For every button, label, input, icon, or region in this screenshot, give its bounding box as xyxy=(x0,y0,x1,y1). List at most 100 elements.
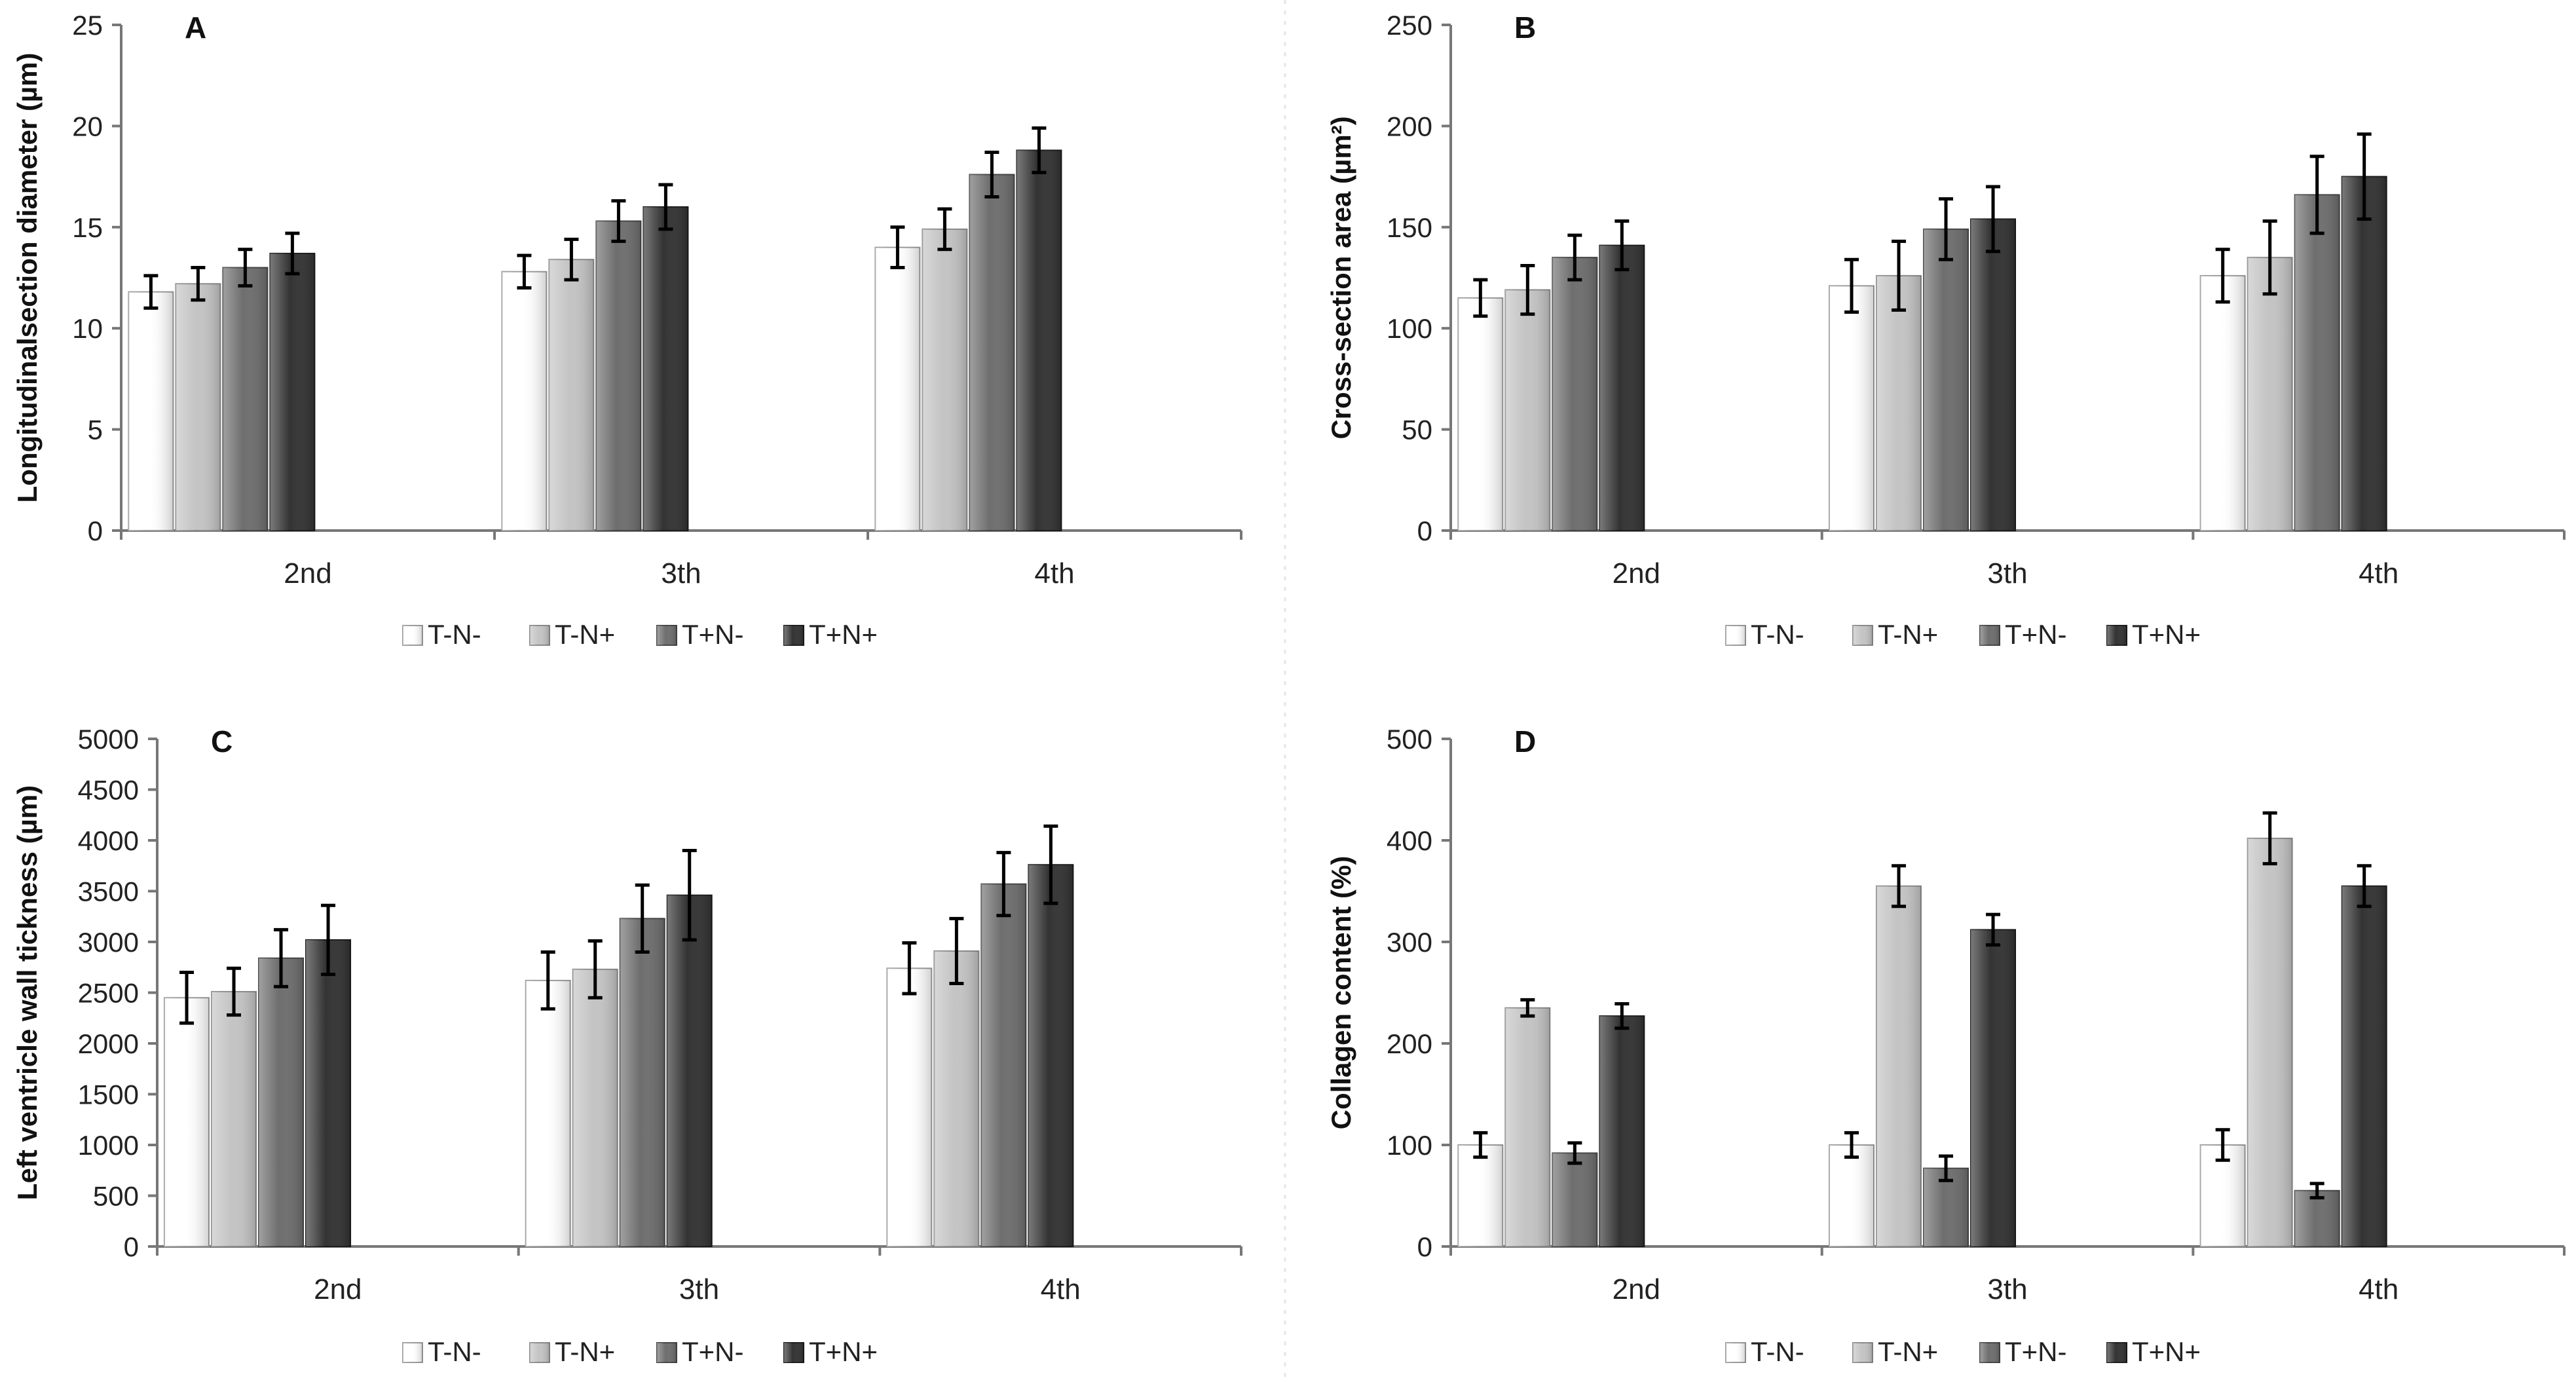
bar-shading xyxy=(306,939,351,1246)
legend-swatch-shading xyxy=(1853,626,1873,645)
y-tick-label: 5 xyxy=(88,415,103,445)
bar-shading xyxy=(1599,1016,1645,1246)
bar-shading xyxy=(270,253,315,531)
bar-shading xyxy=(1552,1153,1597,1246)
legend-swatch-shading xyxy=(1980,1343,2000,1362)
legend-swatch-shading xyxy=(657,626,677,645)
bar-shading xyxy=(549,259,594,531)
y-tick-label: 25 xyxy=(72,10,103,41)
bar-shading xyxy=(1971,929,2015,1246)
y-tick-label: 2000 xyxy=(78,1028,139,1059)
y-axis-label: Collagen content (%) xyxy=(1326,856,1356,1130)
bar-shading xyxy=(259,958,304,1246)
bar-shading xyxy=(934,950,979,1246)
x-category-label: 3th xyxy=(1987,557,2027,590)
x-category-label: 2nd xyxy=(1613,1273,1660,1305)
bar-shading xyxy=(1505,1007,1550,1246)
bar-shading xyxy=(2247,838,2292,1246)
legend-label: T+N- xyxy=(682,1336,744,1367)
legend-label: T-N- xyxy=(1751,1336,1804,1367)
y-tick-label: 200 xyxy=(1387,1028,1432,1059)
y-tick-label: 20 xyxy=(72,111,103,141)
y-tick-label: 0 xyxy=(1417,515,1432,546)
bar-shading xyxy=(2200,1145,2245,1246)
bar-shading xyxy=(1971,219,2015,531)
y-tick-label: 2500 xyxy=(78,978,139,1009)
panel-title: B xyxy=(1514,10,1536,45)
bar-shading xyxy=(2247,257,2292,531)
y-tick-label: 1000 xyxy=(78,1130,139,1161)
legend-label: T+N+ xyxy=(809,619,878,650)
legend-swatch-shading xyxy=(403,1343,422,1362)
legend-label: T+N- xyxy=(2005,619,2067,650)
bar-shading xyxy=(128,291,174,531)
y-tick-label: 200 xyxy=(1387,111,1432,141)
bar-shading xyxy=(525,980,570,1246)
bar-shading xyxy=(164,998,210,1246)
legend-swatch-shading xyxy=(2107,626,2127,645)
bar-shading xyxy=(1876,275,1921,531)
bar-shading xyxy=(2342,176,2387,531)
legend-swatch-shading xyxy=(1853,1343,1873,1362)
legend-label: T-N+ xyxy=(1878,619,1938,650)
bar-shading xyxy=(212,991,257,1246)
legend-label: T-N+ xyxy=(555,619,615,650)
bar-shading xyxy=(572,969,618,1246)
legend-swatch-shading xyxy=(403,626,422,645)
bar-shading xyxy=(1829,286,1874,531)
legend-label: T-N- xyxy=(428,1336,481,1367)
x-category-label: 2nd xyxy=(1613,557,1660,590)
y-tick-label: 10 xyxy=(72,313,103,344)
bar-shading xyxy=(1028,865,1073,1246)
x-category-label: 4th xyxy=(2359,557,2399,590)
legend-swatch-shading xyxy=(784,1343,804,1362)
bar-shading xyxy=(1017,150,1062,531)
bar-shading xyxy=(1505,290,1550,531)
bar-shading xyxy=(1829,1145,1874,1246)
y-tick-label: 500 xyxy=(93,1181,139,1212)
y-tick-label: 400 xyxy=(1387,825,1432,856)
bar-shading xyxy=(1924,229,1968,531)
x-category-label: 3th xyxy=(661,557,701,590)
panel-title: D xyxy=(1514,724,1536,759)
y-tick-label: 0 xyxy=(88,515,103,546)
bar-shading xyxy=(2294,195,2340,531)
legend-label: T+N- xyxy=(682,619,744,650)
legend-label: T+N+ xyxy=(2132,619,2201,650)
y-axis-label: Cross-section area (µm²) xyxy=(1326,116,1356,439)
chart-panel-d: 0 100 200 300 400 500 2nd 3th 4th D Collagen conte… xyxy=(1326,724,2566,1367)
bar-shading xyxy=(667,895,712,1246)
y-tick-label: 250 xyxy=(1387,10,1432,41)
x-category-label: 2nd xyxy=(314,1273,362,1305)
bar-shading xyxy=(2294,1190,2340,1246)
panel-title: C xyxy=(211,724,233,759)
legend-label: T+N+ xyxy=(809,1336,878,1367)
y-tick-label: 300 xyxy=(1387,927,1432,958)
bar-shading xyxy=(176,284,221,531)
legend-label: T+N- xyxy=(2005,1336,2067,1367)
panel-title: A xyxy=(185,10,206,45)
y-axis-label: Longitudinalsection diameter (µm) xyxy=(12,53,43,503)
chart-panel-a: 0 5 10 15 20 25 2nd 3th 4th A Longitudinalsection … xyxy=(12,10,1242,650)
chart-panel-b: 0 50 100 150 200 250 2nd 3th 4th B Cross-section a… xyxy=(1326,10,2566,650)
legend-swatch-shading xyxy=(530,626,550,645)
legend-swatch-shading xyxy=(1726,1343,1745,1362)
bar-shading xyxy=(620,918,665,1246)
y-axis-label: Left ventricle wall tickness (µm) xyxy=(12,785,43,1200)
y-tick-label: 4000 xyxy=(78,825,139,856)
y-tick-label: 100 xyxy=(1387,1130,1432,1161)
y-tick-label: 5000 xyxy=(78,724,139,755)
bar-shading xyxy=(596,221,641,531)
legend-label: T-N+ xyxy=(555,1336,615,1367)
x-category-label: 3th xyxy=(1987,1273,2027,1305)
y-tick-label: 1500 xyxy=(78,1079,139,1110)
bar-shading xyxy=(1458,297,1503,531)
y-tick-label: 150 xyxy=(1387,212,1432,243)
legend-label: T+N+ xyxy=(2132,1336,2201,1367)
y-tick-label: 0 xyxy=(124,1231,139,1262)
bar-shading xyxy=(922,229,967,531)
y-tick-label: 4500 xyxy=(78,775,139,806)
bar-shading xyxy=(1552,257,1597,531)
bar-shading xyxy=(2200,275,2245,531)
